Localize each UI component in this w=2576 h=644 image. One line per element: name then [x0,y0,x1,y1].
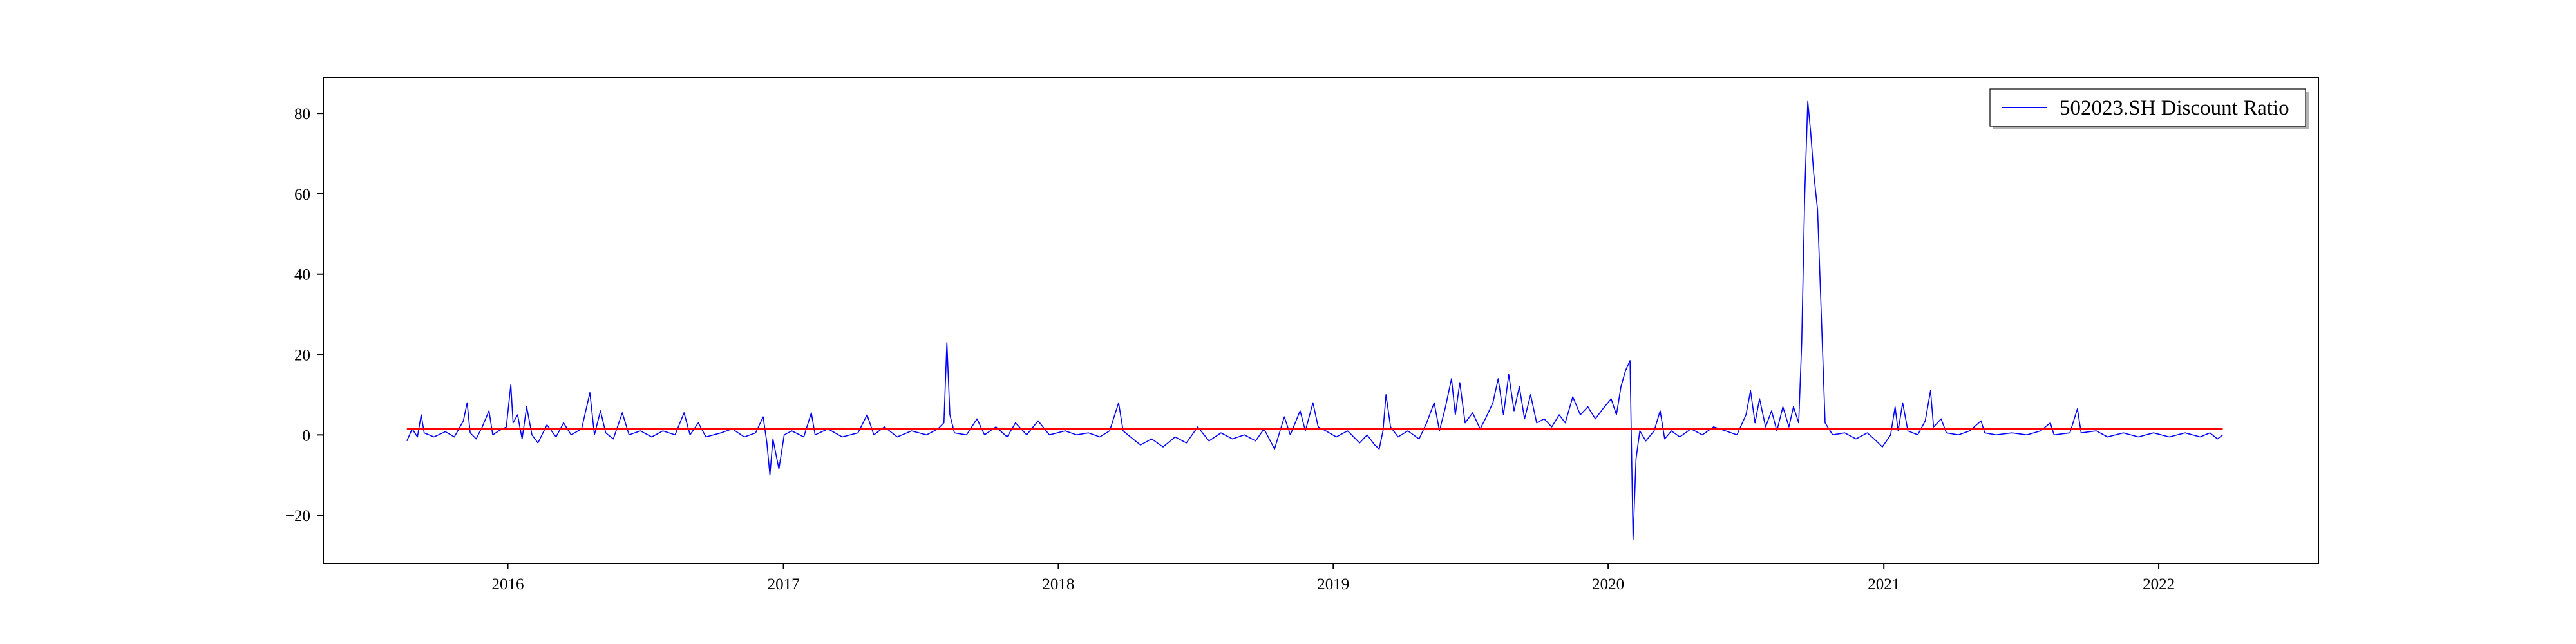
series-layer [406,100,2223,540]
y-tick-label: 0 [303,427,311,444]
x-tick-label: 2021 [1868,576,1900,593]
x-tick-label: 2020 [1592,576,1624,593]
plot-area: 2016 2017 2018 2019 2020 2021 2022 80 60 40 20 0 −2… [285,77,2319,593]
x-tick-label: 2022 [2143,576,2175,593]
series-line-discount-ratio [406,100,2223,540]
x-tick-label: 2019 [1317,576,1349,593]
y-tick-label: 40 [294,267,310,284]
x-tick-label: 2018 [1042,576,1074,593]
y-axis: 80 60 40 20 0 −20 [285,106,323,525]
x-tick-label: 2016 [492,576,524,593]
y-tick-label: 60 [294,186,310,204]
y-tick-label: 20 [294,347,310,365]
x-tick-label: 2017 [768,576,800,593]
legend-label: 502023.SH Discount Ratio [2060,97,2289,120]
y-tick-label: 80 [294,106,310,123]
x-axis: 2016 2017 2018 2019 2020 2021 2022 [492,564,2175,593]
y-tick-label: −20 [285,507,310,525]
plot-frame [323,77,2319,564]
legend: 502023.SH Discount Ratio [1989,88,2309,129]
